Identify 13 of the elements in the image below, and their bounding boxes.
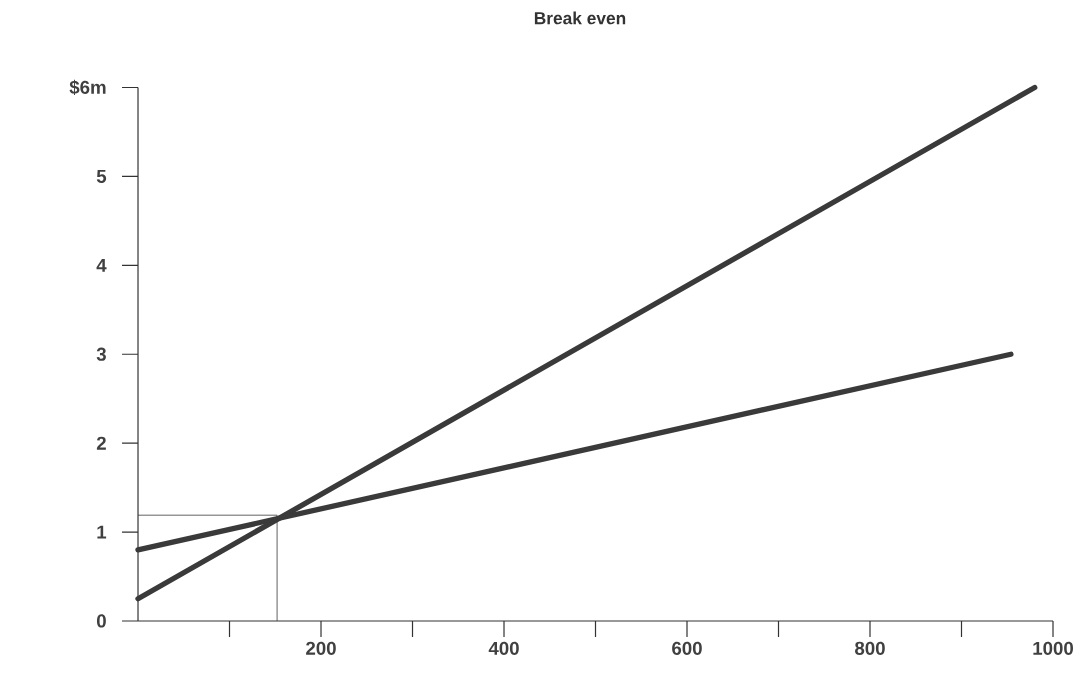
- x-tick-label: 200: [306, 641, 336, 655]
- y-tick-label: $6m: [69, 79, 106, 96]
- y-tick-label: 1: [97, 525, 107, 539]
- x-tick-label: 600: [672, 641, 702, 655]
- y-tick-label: 3: [96, 347, 106, 361]
- x-tick-label: 800: [855, 641, 885, 655]
- x-tick-label: 400: [488, 641, 519, 655]
- y-tick-label: 5: [96, 169, 107, 183]
- y-tick-label: 2: [96, 436, 106, 450]
- y-tick-label: 4: [96, 258, 107, 272]
- chart-title: Break even: [534, 11, 626, 25]
- x-tick-label: 1000: [1033, 641, 1073, 655]
- y-tick-label: 0: [96, 614, 106, 628]
